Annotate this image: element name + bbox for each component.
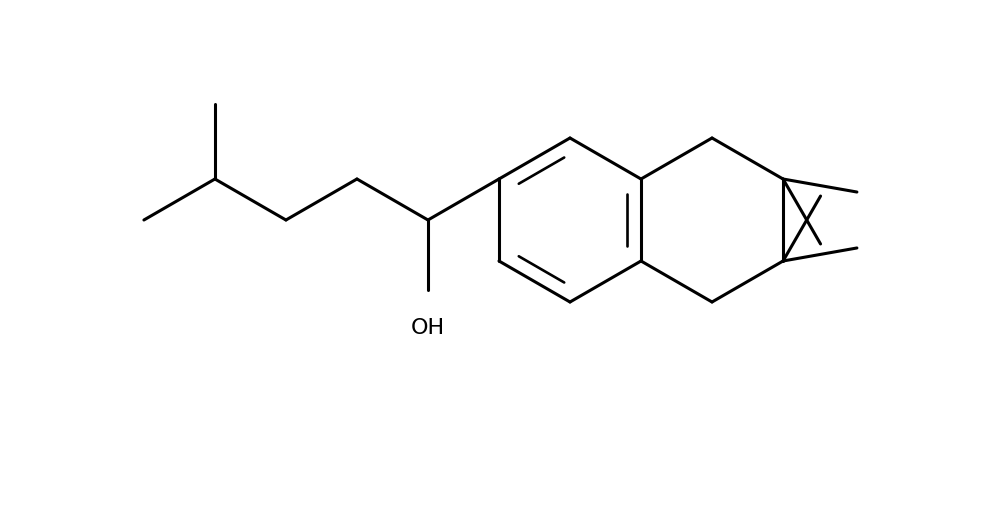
- Text: OH: OH: [411, 318, 445, 338]
